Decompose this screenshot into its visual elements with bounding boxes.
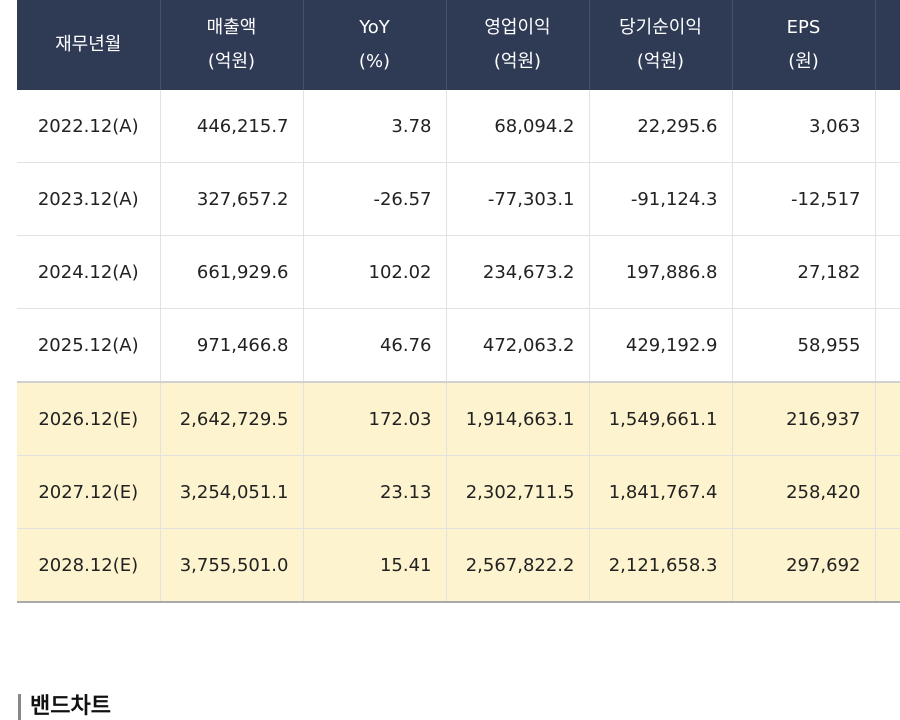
table-cell: 2,642,729.5 bbox=[160, 381, 304, 456]
table-cell: 2022.12(A) bbox=[17, 90, 161, 163]
table-cell bbox=[875, 235, 900, 309]
table-cell: 234,673.2 bbox=[446, 235, 590, 309]
table-cell: 327,657.2 bbox=[160, 162, 304, 236]
table-cell: 23.13 bbox=[303, 455, 447, 529]
table-cell: 216,937 bbox=[732, 381, 876, 456]
header-cell bbox=[875, 0, 900, 90]
header-row: 재무년월 매출액 (억원) YoY (%) 영업이익 (억원) 당기순이익 (억원) EPS (원) bbox=[17, 0, 900, 90]
table-cell: 197,886.8 bbox=[589, 235, 733, 309]
table-cell: 2024.12(A) bbox=[17, 235, 161, 309]
table-cell: 27,182 bbox=[732, 235, 876, 309]
table-cell: 446,215.7 bbox=[160, 90, 304, 163]
table-cell: 472,063.2 bbox=[446, 308, 590, 383]
table-row: 2022.12(A) 446,215.7 3.78 68,094.2 22,295.6 3… bbox=[17, 90, 900, 163]
table-cell: 2,302,711.5 bbox=[446, 455, 590, 529]
table-cell: 2027.12(E) bbox=[17, 455, 161, 529]
header-label: EPS bbox=[786, 17, 821, 38]
header-cell: 당기순이익 (억원) bbox=[589, 0, 733, 90]
table-row: 2024.12(A) 661,929.6 102.02 234,673.2 197,88… bbox=[17, 235, 900, 309]
header-cell: 매출액 (억원) bbox=[160, 0, 304, 90]
table-cell: 3,254,051.1 bbox=[160, 455, 304, 529]
table-cell bbox=[875, 381, 900, 456]
header-label: YoY bbox=[359, 17, 390, 38]
table-cell: 3,063 bbox=[732, 90, 876, 163]
table-body: 2022.12(A) 446,215.7 3.78 68,094.2 22,295.6 3… bbox=[17, 90, 900, 603]
header-label: 당기순이익 bbox=[619, 17, 702, 38]
table-cell: 58,955 bbox=[732, 308, 876, 383]
table-cell: -77,303.1 bbox=[446, 162, 590, 236]
table-cell: 2026.12(E) bbox=[17, 381, 161, 456]
table-cell: 1,549,661.1 bbox=[589, 381, 733, 456]
header-label: 재무년월 bbox=[55, 34, 122, 55]
table-cell: 68,094.2 bbox=[446, 90, 590, 163]
table-cell: 3.78 bbox=[303, 90, 447, 163]
header-unit: (%) bbox=[358, 51, 391, 72]
header-unit: (원) bbox=[788, 51, 819, 72]
table-cell: 297,692 bbox=[732, 528, 876, 603]
table-cell: 2028.12(E) bbox=[17, 528, 161, 603]
header-unit: (억원) bbox=[636, 51, 685, 72]
table-cell: 102.02 bbox=[303, 235, 447, 309]
header-unit: (억원) bbox=[207, 51, 256, 72]
header-label: 영업이익 bbox=[484, 17, 551, 38]
table-row: 2027.12(E) 3,254,051.1 23.13 2,302,711.5 1,8… bbox=[17, 455, 900, 529]
table-cell: 22,295.6 bbox=[589, 90, 733, 163]
header-cell: YoY (%) bbox=[303, 0, 447, 90]
table-cell: 46.76 bbox=[303, 308, 447, 383]
table-cell: 2023.12(A) bbox=[17, 162, 161, 236]
header-unit: (억원) bbox=[493, 51, 542, 72]
table-cell: 661,929.6 bbox=[160, 235, 304, 309]
table-cell: -26.57 bbox=[303, 162, 447, 236]
table-row: 2023.12(A) 327,657.2 -26.57 -77,303.1 -91,12… bbox=[17, 162, 900, 236]
table-cell bbox=[875, 308, 900, 383]
table-cell: 258,420 bbox=[732, 455, 876, 529]
table-cell: 15.41 bbox=[303, 528, 447, 603]
financial-table: 재무년월 매출액 (억원) YoY (%) 영업이익 (억원) 당기순이익 (억원) EPS (원)… bbox=[17, 0, 900, 603]
table-row: 2026.12(E) 2,642,729.5 172.03 1,914,663.1 1,… bbox=[17, 381, 900, 456]
table-row: 2028.12(E) 3,755,501.0 15.41 2,567,822.2 2,1… bbox=[17, 528, 900, 603]
header-cell: EPS (원) bbox=[732, 0, 876, 90]
header-cell: 영업이익 (억원) bbox=[446, 0, 590, 90]
table-cell bbox=[875, 455, 900, 529]
table-cell bbox=[875, 162, 900, 236]
table-cell: 1,841,767.4 bbox=[589, 455, 733, 529]
table-cell: 2,567,822.2 bbox=[446, 528, 590, 603]
table-cell bbox=[875, 90, 900, 163]
section-title: 밴드차트 bbox=[18, 694, 111, 720]
header-label: 매출액 bbox=[206, 17, 257, 38]
table-cell: 172.03 bbox=[303, 381, 447, 456]
table-cell: 971,466.8 bbox=[160, 308, 304, 383]
table-cell: 2025.12(A) bbox=[17, 308, 161, 383]
table-cell: 1,914,663.1 bbox=[446, 381, 590, 456]
table-cell: -91,124.3 bbox=[589, 162, 733, 236]
table-cell: 429,192.9 bbox=[589, 308, 733, 383]
table-cell: 2,121,658.3 bbox=[589, 528, 733, 603]
table-cell: 3,755,501.0 bbox=[160, 528, 304, 603]
table-row: 2025.12(A) 971,466.8 46.76 472,063.2 429,192… bbox=[17, 308, 900, 383]
table-cell: -12,517 bbox=[732, 162, 876, 236]
header-cell: 재무년월 bbox=[17, 0, 161, 90]
table-cell bbox=[875, 528, 900, 603]
